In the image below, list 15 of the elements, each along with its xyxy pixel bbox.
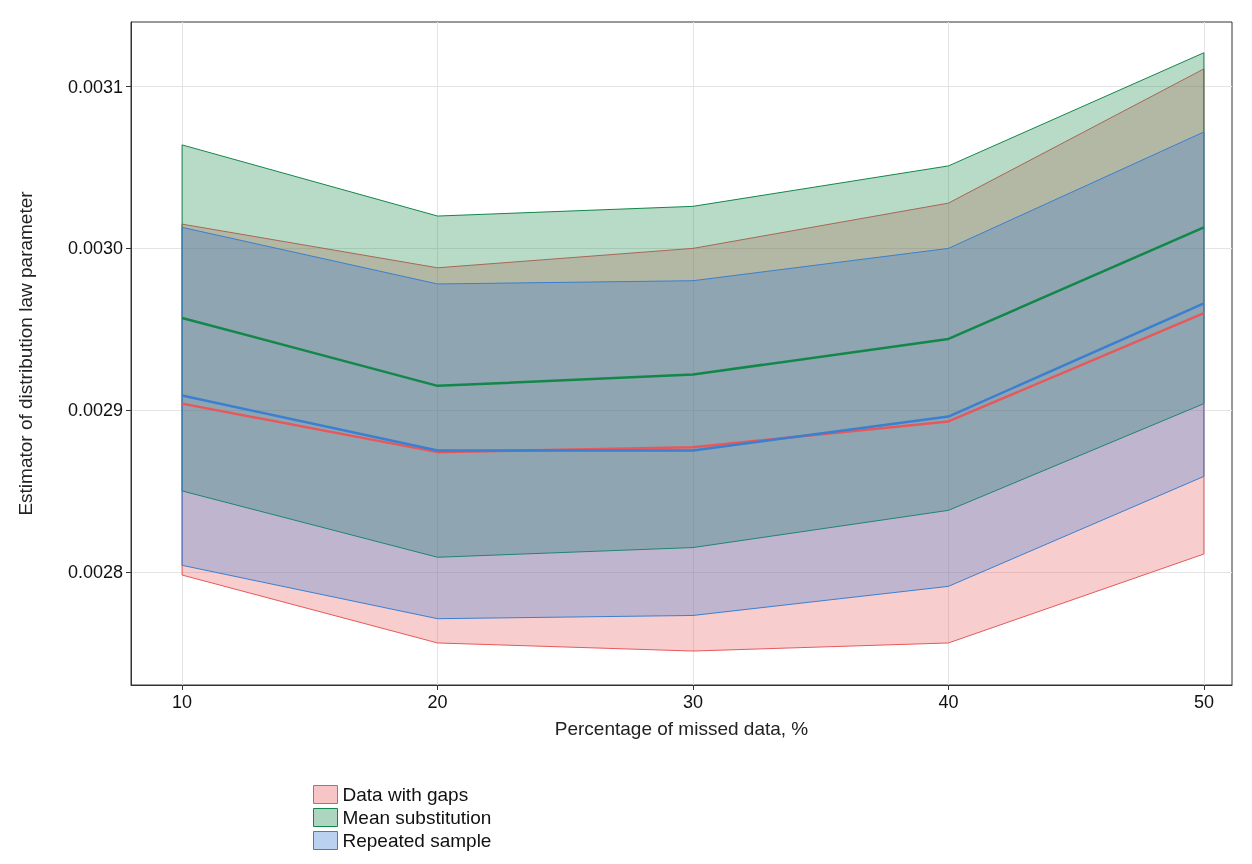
y-axis-title: Estimator of distribution law parameter xyxy=(15,190,36,516)
line-series xyxy=(180,226,1206,388)
legend-label: Repeated sample xyxy=(342,830,492,851)
legend-label: Data with gaps xyxy=(342,784,469,805)
x-tick-label: 30 xyxy=(682,692,704,712)
x-tick-label: 50 xyxy=(1193,692,1214,712)
y-tick-label: 0.0028 xyxy=(67,561,123,582)
x-tick-label: 40 xyxy=(938,692,959,712)
legend-label: Mean substitution xyxy=(342,807,492,828)
x-tick-label: 20 xyxy=(427,692,448,712)
x-tick-label: 10 xyxy=(172,692,193,712)
y-tick-label: 0.0030 xyxy=(67,238,123,259)
y-tick-label: 0.0029 xyxy=(67,400,123,421)
x-axis-title: Percentage of missed data, % xyxy=(554,718,809,739)
y-tick-label: 0.0031 xyxy=(67,76,123,97)
